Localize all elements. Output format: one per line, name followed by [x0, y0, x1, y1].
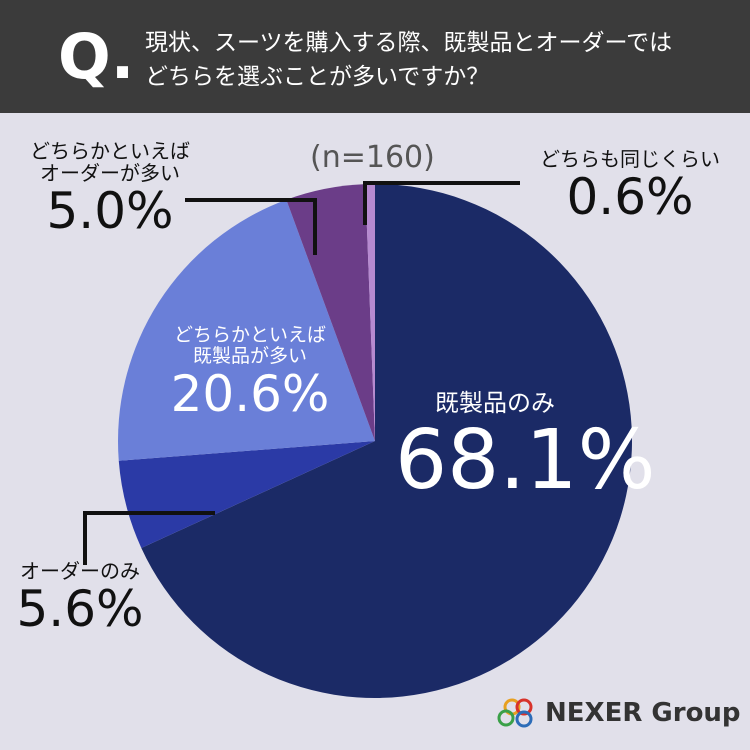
logo-icon	[497, 698, 533, 728]
pie-slice	[286, 184, 375, 441]
leader-lines	[83, 181, 520, 565]
category-label: 既製品のみ	[435, 389, 555, 417]
pie-slice	[118, 199, 375, 461]
leader-line	[83, 511, 215, 565]
leader-line	[363, 181, 520, 225]
slice-label: どちらかといえば 既製品が多い 20.6%	[150, 325, 350, 422]
value-label: 68.1%	[395, 413, 656, 509]
value-label: 5.6%	[16, 580, 144, 638]
header: Q. 現状、スーツを購入する際、既製品とオーダーでは どちらを選ぶことが多いです…	[0, 0, 750, 113]
category-label: オーダーのみ	[20, 559, 140, 583]
pie-slice	[141, 184, 633, 699]
category-label: どちらかといえば 既製品が多い	[173, 324, 326, 367]
leader-line	[185, 198, 317, 255]
slice-label: 既製品のみ 68.1%	[395, 389, 656, 509]
brand: NEXER Group	[545, 698, 741, 728]
category-label: どちらかといえば オーダーが多い	[30, 139, 190, 185]
pie-slice	[365, 184, 375, 441]
chart-title: 現状、スーツを購入する際、既製品とオーダーでは どちらを選ぶことが多いですか？	[145, 30, 673, 90]
badge: Q.	[58, 20, 135, 93]
pie-slice	[118, 441, 375, 548]
value-label: 5.0%	[46, 182, 174, 240]
slice-label: どちらも同じくらい 0.6%	[520, 148, 740, 225]
sample-size: (n=160)	[310, 140, 435, 175]
slice-label: オーダーのみ 5.6%	[10, 560, 150, 637]
value-label: 20.6%	[170, 364, 330, 423]
category-label: どちらも同じくらい	[540, 147, 720, 171]
slice-label: どちらかといえば オーダーが多い 5.0%	[10, 140, 210, 239]
value-label: 0.6%	[566, 168, 694, 226]
